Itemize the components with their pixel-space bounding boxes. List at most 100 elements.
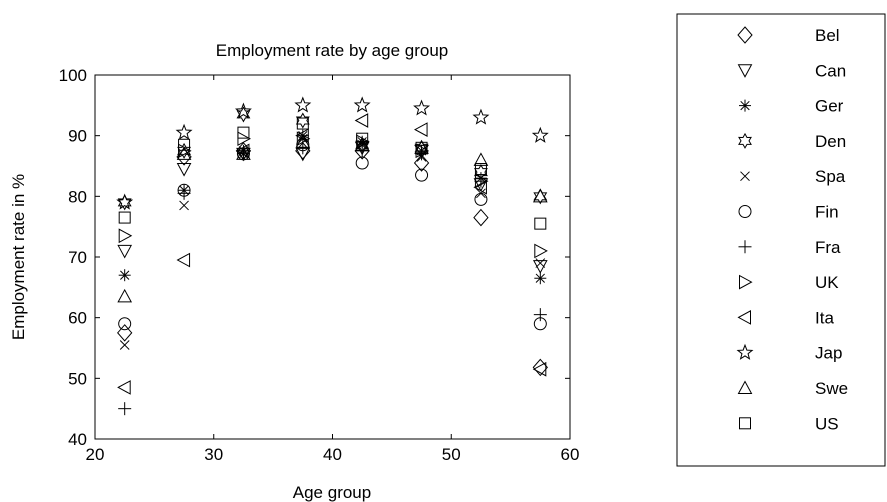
x-tick-label: 20 (86, 445, 105, 464)
legend-label-uk: UK (815, 273, 839, 292)
data-point-jap (472, 108, 490, 125)
data-point-ita (414, 122, 428, 137)
legend-marker-uk (739, 274, 753, 290)
data-points (116, 96, 549, 416)
data-point-swe (532, 188, 548, 203)
data-point-us (178, 138, 191, 151)
data-point-us (415, 141, 428, 154)
data-point-us (237, 126, 250, 139)
data-point-us (474, 163, 487, 176)
legend-label-bel: Bel (815, 26, 840, 45)
legend-marker-ita (737, 310, 751, 325)
x-tick-label: 50 (442, 445, 461, 464)
data-point-jap (413, 99, 431, 116)
legend-label-spa: Spa (815, 167, 846, 186)
legend-marker-spa (740, 171, 750, 182)
legend-marker-swe (737, 380, 753, 394)
data-point-bel (413, 154, 430, 172)
data-point-fin (474, 192, 488, 206)
legend-marker-ger (739, 99, 751, 112)
data-point-can (117, 244, 133, 259)
data-point-jap (353, 96, 371, 113)
data-point-ita (473, 179, 487, 195)
chart-title: Employment rate by age group (216, 41, 448, 60)
data-point-fra (533, 308, 547, 322)
data-point-fin (415, 168, 429, 182)
data-point-uk (534, 243, 548, 259)
legend-marker-fin (738, 205, 752, 218)
data-point-spa (535, 258, 546, 268)
legend-label-ger: Ger (815, 97, 844, 116)
data-point-jap (294, 96, 312, 113)
y-tick-label: 50 (68, 369, 87, 388)
data-point-den (295, 112, 310, 129)
data-point-us (356, 132, 369, 145)
data-point-swe (236, 146, 251, 160)
legend-box (676, 13, 886, 467)
data-point-us (534, 217, 547, 230)
axis-ticks: 20 30 40 50 60 40 50 60 70 80 90 100 (59, 66, 580, 464)
data-point-ita (176, 252, 191, 268)
data-point-den (177, 142, 191, 159)
y-axis-title: Employment rate in % (9, 174, 28, 340)
legend-label-fra: Fra (815, 238, 841, 257)
legend-marker-fra (738, 240, 752, 254)
data-point-uk (237, 131, 251, 147)
x-tick-label: 40 (323, 445, 342, 464)
data-point-ita (532, 361, 547, 377)
data-point-fra (296, 141, 310, 155)
legend-label-jap: Jap (815, 344, 842, 363)
data-point-bel (532, 358, 548, 377)
legend-label-us: US (815, 414, 839, 433)
plot-area (94, 74, 571, 440)
y-tick-label: 40 (68, 430, 87, 449)
data-point-spa (179, 200, 189, 211)
legend-label-ita: Ita (815, 308, 834, 327)
legend-marker-den (738, 132, 752, 149)
data-point-ita (117, 380, 131, 395)
data-point-jap (531, 126, 549, 143)
x-axis-title: Age group (293, 483, 371, 502)
data-point-bel (117, 324, 133, 342)
legend-marker-can (737, 64, 753, 78)
x-tick-label: 60 (561, 445, 580, 464)
x-tick-label: 30 (204, 445, 223, 464)
y-tick-label: 60 (68, 309, 87, 328)
data-point-us (296, 117, 309, 130)
data-point-den (236, 106, 251, 123)
data-point-ita (354, 113, 369, 128)
y-tick-label: 90 (68, 127, 87, 146)
data-point-jap (234, 102, 252, 119)
data-point-jap (116, 193, 134, 210)
data-point-swe (176, 146, 192, 160)
data-point-ger (118, 269, 131, 282)
data-point-fra (118, 402, 132, 416)
data-point-uk (474, 173, 489, 189)
data-point-swe (473, 152, 489, 166)
legend-marker-us (739, 417, 751, 430)
data-point-ita (295, 128, 309, 144)
y-tick-label: 80 (68, 187, 87, 206)
data-point-fra (355, 144, 369, 158)
legend-label-swe: Swe (815, 379, 848, 398)
y-tick-label: 70 (68, 248, 87, 267)
data-point-swe (117, 288, 133, 303)
data-point-us (118, 211, 131, 224)
data-point-den (533, 188, 548, 205)
legend-label-can: Can (815, 61, 846, 80)
data-point-den (117, 194, 132, 211)
data-point-can (176, 163, 192, 177)
data-point-ger (534, 272, 547, 285)
data-point-bel (473, 208, 489, 227)
legend-marker-jap (736, 343, 754, 360)
data-point-jap (175, 123, 193, 140)
legend-marker-bel (737, 26, 753, 44)
data-point-spa (119, 340, 130, 350)
data-point-fin (118, 317, 132, 331)
legend: Bel Can Ger Den Spa Fin Fra UK Ita Jap Swe US (736, 26, 848, 433)
data-point-uk (118, 228, 133, 244)
y-tick-label: 100 (59, 66, 87, 85)
data-point-swe (295, 134, 311, 148)
data-point-fra (177, 186, 191, 200)
